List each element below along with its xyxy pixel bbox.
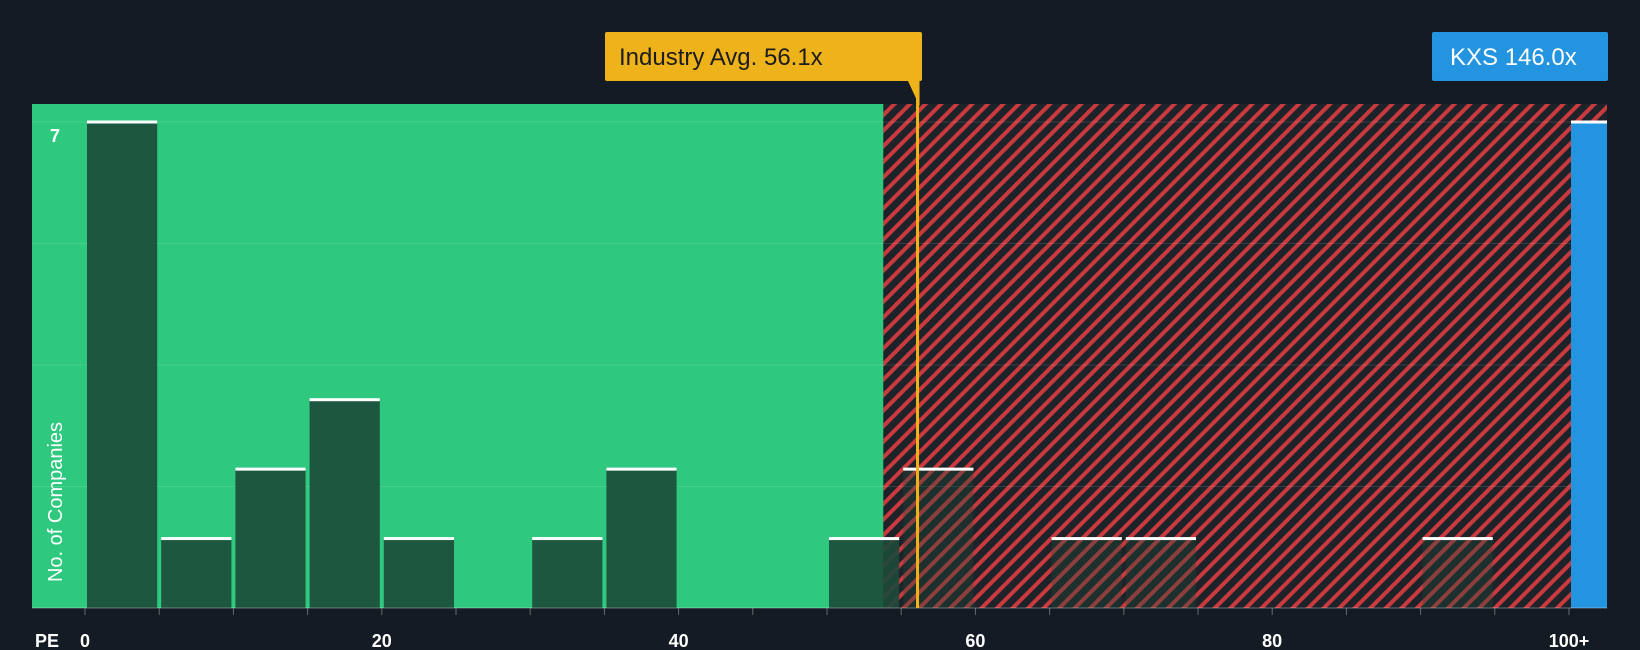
bar-top-cap (1051, 537, 1122, 541)
x-tick-label: 0 (80, 631, 90, 650)
histogram-bar (1125, 538, 1196, 608)
undervalued-zone (32, 104, 884, 608)
company-bar-top-cap (1571, 120, 1607, 124)
bar-top-cap (829, 537, 900, 541)
histogram-bars (87, 120, 1607, 608)
histogram-bar (829, 538, 900, 608)
company-bar (1571, 122, 1607, 608)
histogram-bar (383, 538, 454, 608)
annotations: Industry Avg. 56.1x KXS 146.0x (605, 32, 1608, 608)
x-tick-label: 60 (965, 631, 985, 650)
x-axis-label: PE (35, 631, 59, 650)
y-tick-label: 7 (50, 126, 60, 146)
industry-average-label-box (605, 32, 922, 81)
x-tick-label: 100+ (1549, 631, 1590, 650)
bar-top-cap (1422, 537, 1493, 541)
histogram-bar (532, 538, 603, 608)
bar-top-cap (606, 467, 677, 471)
valuation-zones (32, 104, 1607, 608)
histogram-bar (309, 399, 380, 608)
x-tick-label: 80 (1262, 631, 1282, 650)
company-pe-label: KXS 146.0x (1450, 44, 1577, 71)
x-tick-label: 40 (669, 631, 689, 650)
industry-average-pointer (907, 80, 920, 106)
bar-top-cap (1125, 537, 1196, 541)
histogram-bar (161, 538, 232, 608)
bar-top-cap (87, 120, 158, 124)
x-tick-label: 20 (372, 631, 392, 650)
histogram-bar (606, 469, 677, 608)
histogram-bar (903, 469, 974, 608)
bar-top-cap (383, 537, 454, 541)
histogram-bar (1422, 538, 1493, 608)
histogram-bar (87, 122, 158, 608)
overvalued-zone-hatch (883, 104, 1607, 608)
bar-top-cap (903, 467, 974, 471)
bar-top-cap (309, 398, 380, 402)
bar-top-cap (532, 537, 603, 541)
bar-top-cap (161, 537, 232, 541)
y-axis-label: No. of Companies (45, 422, 67, 582)
x-axis: 0 20 40 60 80 100+ PE 7 No. of Companies (32, 126, 1607, 650)
bar-top-cap (235, 467, 306, 471)
histogram-bar (1051, 538, 1122, 608)
industry-average-label: Industry Avg. 56.1x (619, 44, 823, 71)
histogram-bar (235, 469, 306, 608)
company-label-box (1432, 32, 1608, 81)
